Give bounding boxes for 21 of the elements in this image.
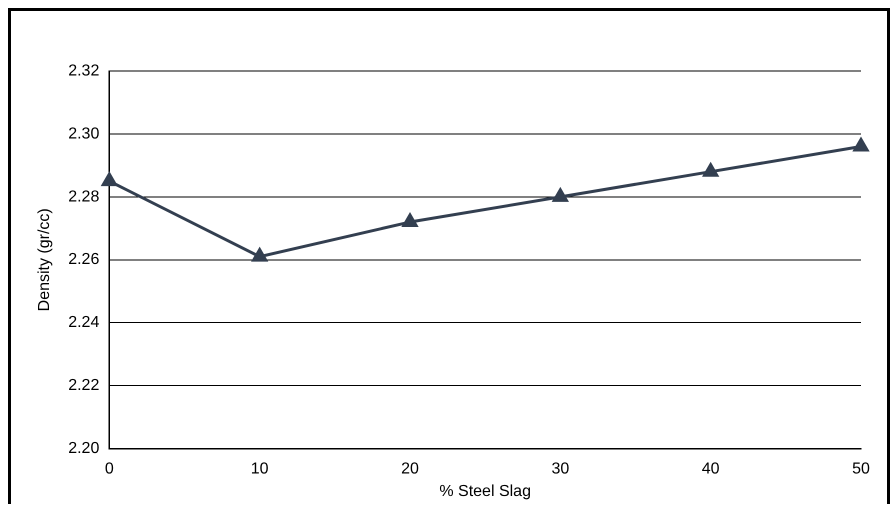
point	[102, 172, 117, 186]
x-tick-label: 10	[250, 460, 269, 478]
y-tick-label: 2.22	[68, 377, 100, 394]
point	[703, 163, 718, 177]
point	[402, 214, 418, 228]
point	[552, 188, 568, 202]
y-tick-label: 2.24	[68, 314, 100, 332]
y-tick-label: 2.26	[68, 251, 100, 268]
x-tick-label: 30	[551, 460, 570, 478]
x-tick-label: 40	[702, 460, 720, 478]
x-axis-title: % Steel Slag	[439, 482, 531, 500]
y-axis-title: Density (gr/cc)	[36, 208, 54, 312]
x-tick-label: 0	[104, 460, 114, 478]
y-tick-label: 2.28	[68, 188, 100, 206]
x-tick-label: 50	[852, 460, 870, 478]
point	[853, 138, 869, 152]
y-tick-label: 2.20	[68, 440, 100, 458]
y-tick-label: 2.32	[68, 62, 100, 80]
x-tick-label: 20	[401, 460, 420, 478]
point	[252, 248, 268, 262]
y-tick-label: 2.30	[68, 125, 100, 142]
